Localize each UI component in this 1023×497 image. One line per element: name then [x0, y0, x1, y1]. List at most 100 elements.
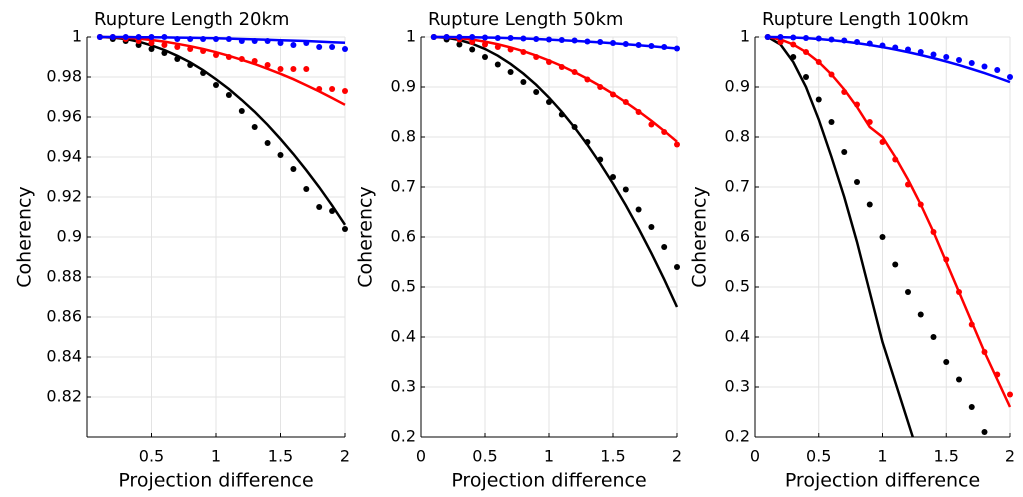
- x-tick-label: 0.5: [472, 447, 497, 466]
- data-dot: [866, 201, 873, 208]
- data-dot: [610, 174, 616, 180]
- x-tick-label: 2: [672, 447, 682, 466]
- data-dot: [674, 141, 680, 148]
- data-dot: [981, 429, 988, 435]
- y-tick-label: 0.3: [725, 377, 750, 396]
- y-tick-label: 0.4: [725, 327, 750, 346]
- y-tick-label: 1: [72, 27, 82, 46]
- y-tick-label: 0.5: [391, 277, 416, 296]
- x-tick-label: 0: [416, 447, 426, 466]
- data-dot: [930, 51, 937, 58]
- data-dot: [329, 44, 336, 50]
- y-tick-label: 0.92: [46, 187, 82, 206]
- y-tick-label: 0.84: [46, 347, 82, 366]
- chart-title: Rupture Length 20km: [94, 9, 289, 30]
- data-dot: [968, 60, 975, 66]
- data-dot: [994, 67, 1001, 73]
- data-line: [433, 35, 678, 50]
- panel: 0.2 0.3 0.4 0.5 0.6 0.7 0.8 0.9 1 0 0.5 1 1.5 2 Ruptur…: [355, 9, 683, 492]
- data-line: [767, 35, 915, 437]
- data-dot: [943, 359, 950, 365]
- data-dot: [854, 179, 860, 185]
- x-tick-label: 1: [877, 447, 887, 466]
- x-tick-label: 1: [544, 447, 554, 466]
- data-dot: [251, 124, 258, 130]
- x-tick-label: 2: [340, 447, 350, 466]
- data-dot: [264, 140, 271, 146]
- data-dot: [930, 334, 937, 340]
- data-dot: [661, 244, 668, 250]
- x-tick-label: 0: [750, 447, 760, 466]
- chart-title: Rupture Length 50km: [428, 9, 623, 30]
- y-tick-label: 0.9: [391, 77, 416, 96]
- y-tick-label: 0.88: [46, 267, 82, 286]
- data-dot: [905, 289, 911, 295]
- data-dot: [316, 204, 323, 210]
- y-tick-label: 0.94: [46, 147, 82, 166]
- data-dot: [879, 234, 886, 240]
- y-tick-label: 0.7: [391, 177, 416, 196]
- y-axis-label: Coherency: [355, 186, 377, 287]
- data-dot: [342, 226, 348, 232]
- data-dot: [174, 44, 181, 50]
- data-line: [99, 35, 346, 45]
- y-tick-label: 0.8: [391, 127, 416, 146]
- data-dot: [213, 82, 219, 88]
- panel: 0.82 0.84 0.86 0.88 0.9 0.92 0.94 0.96 0.98 1 0.5 1…: [14, 9, 351, 492]
- data-dot: [303, 186, 310, 192]
- panel: 0.2 0.3 0.4 0.5 0.6 0.7 0.8 0.9 1 0 0.5 1 1.5 2 Ruptur…: [689, 9, 1016, 492]
- plot-area: [96, 34, 348, 232]
- data-line: [433, 35, 678, 143]
- data-dot: [148, 40, 155, 46]
- y-tick-label: 0.9: [57, 227, 82, 246]
- data-dot: [290, 166, 297, 172]
- y-tick-label: 0.98: [46, 67, 82, 86]
- y-axis-label: Coherency: [14, 186, 36, 287]
- data-dot: [507, 69, 514, 75]
- y-tick-label: 0.96: [46, 107, 82, 126]
- data-dot: [520, 79, 527, 85]
- y-axis-label: Coherency: [689, 186, 711, 287]
- data-line: [433, 35, 679, 308]
- data-dot: [148, 46, 155, 52]
- data-line: [767, 35, 1012, 408]
- data-dot: [917, 311, 924, 318]
- chart-title: Rupture Length 100km: [762, 9, 969, 30]
- data-dot: [290, 42, 297, 48]
- data-dot: [956, 376, 962, 383]
- data-dot: [277, 152, 284, 158]
- plot-area: [764, 34, 1013, 437]
- data-dot: [1007, 391, 1013, 398]
- y-tick-label: 0.4: [391, 327, 416, 346]
- data-dot: [494, 61, 501, 68]
- data-dot: [482, 54, 488, 60]
- data-dot: [648, 224, 655, 230]
- data-dot: [943, 54, 950, 60]
- y-tick-label: 0.2: [391, 427, 416, 446]
- data-dot: [277, 40, 284, 46]
- data-dot: [225, 92, 232, 98]
- x-tick-label: 1.5: [268, 447, 293, 466]
- plot-area: [430, 34, 680, 308]
- y-tick-label: 1: [740, 27, 750, 46]
- y-tick-label: 0.3: [391, 377, 416, 396]
- data-dot: [622, 186, 629, 193]
- data-dot: [892, 261, 899, 268]
- y-tick-label: 0.2: [725, 427, 750, 446]
- y-tick-label: 0.6: [391, 227, 416, 246]
- data-dot: [841, 149, 848, 155]
- data-dot: [456, 41, 463, 48]
- x-axis-label: Projection difference: [451, 470, 646, 492]
- data-dot: [533, 89, 540, 95]
- x-tick-label: 1.5: [934, 447, 959, 466]
- y-tick-label: 1: [406, 27, 416, 46]
- data-dot: [469, 46, 476, 53]
- data-dot: [815, 96, 822, 103]
- data-dot: [238, 108, 245, 114]
- data-dot: [290, 66, 297, 72]
- x-tick-label: 2: [1005, 447, 1015, 466]
- data-line: [767, 35, 1011, 84]
- y-tick-label: 0.5: [725, 277, 750, 296]
- data-dot: [342, 46, 348, 52]
